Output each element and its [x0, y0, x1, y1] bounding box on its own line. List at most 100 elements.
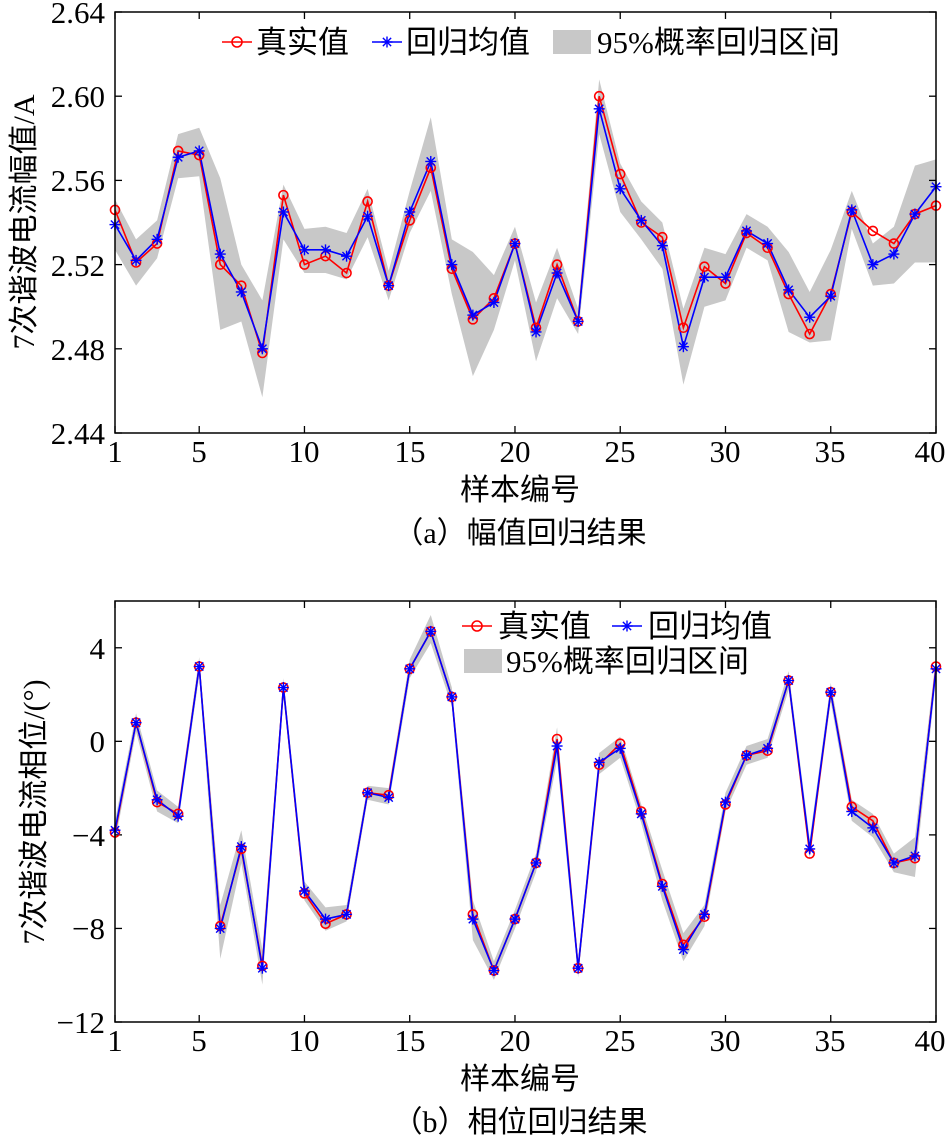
chart-b-point-mean: [488, 965, 500, 977]
chart-a-point-mean: [719, 271, 731, 283]
chart-a-point-mean-stroke: [720, 272, 731, 282]
chart-b-point-mean-stroke: [762, 743, 773, 753]
chart-a-xtick-label: 1: [107, 434, 123, 469]
chart-b-legend-mean-asterisk: [621, 620, 633, 632]
chart-b-point-mean-stroke: [847, 806, 857, 817]
chart-a-xtick-label: 40: [915, 434, 946, 469]
chart-b-xtick-label: 5: [191, 1023, 207, 1058]
chart-b-point-mean: [825, 686, 837, 698]
chart-b-point-mean: [425, 625, 437, 637]
chart-a-point-mean: [362, 210, 374, 222]
chart-b-point-mean-stroke: [299, 886, 310, 896]
chart-b-point-mean: [677, 943, 689, 955]
chart-b-point-mean: [719, 796, 731, 808]
chart-b-point-mean: [298, 885, 310, 897]
chart-b-point-mean-stroke: [278, 682, 289, 693]
chart-a-line-mean: [114, 108, 937, 352]
chart-a-y-tick-labels: 2.44 2.48 2.52 2.56 2.60 2.64: [51, 0, 106, 451]
chart-b-legend-band-swatch: [464, 649, 502, 673]
chart-a-confidence-band: [115, 79, 936, 398]
chart-b-y-axis-label: 7次谐波电流相位/(°): [18, 679, 51, 944]
chart-a-point-mean-stroke: [594, 104, 604, 114]
chart-a-point-mean-stroke: [678, 342, 689, 352]
chart-b-legend-true-marker: [471, 620, 483, 632]
chart-a-xtick-label: 30: [710, 434, 741, 469]
chart-a-point-mean-stroke: [910, 209, 920, 219]
chart-a-legend: 真实值 回归均值 95%概率回归区间: [222, 25, 840, 60]
chart-b-point-mean: [656, 880, 668, 892]
chart-a-point-mean-stroke: [173, 152, 183, 162]
chart-a-ytick-label: 2.52: [51, 248, 105, 283]
chart-b-xtick-label: 40: [915, 1023, 946, 1058]
chart-b-point-mean: [614, 742, 626, 754]
chart-b-point-mean-stroke: [341, 909, 352, 920]
chart-b-point-mean: [804, 843, 816, 855]
chart-a-ytick-label: 2.60: [51, 79, 105, 114]
chart-a-point-true: [678, 322, 689, 334]
chart-b-point-mean: [383, 791, 395, 803]
chart-b-legend-band-label: 95%概率回归区间: [506, 644, 749, 679]
chart-b-point-mean-stroke: [784, 675, 794, 686]
chart-b-point-mean: [593, 756, 605, 768]
chart-a-point-mean-stroke: [152, 234, 162, 244]
chart-a-point-mean-stroke: [384, 281, 394, 291]
chart-a-legend-mean-asterisk: [381, 36, 393, 48]
chart-b-point-mean-stroke: [152, 795, 162, 805]
chart-a-point-mean: [235, 286, 247, 298]
chart-a-point-mean: [341, 250, 353, 262]
chart-a-xtick-label: 10: [289, 434, 320, 469]
chart-b-ytick-label: 4: [90, 631, 106, 666]
chart-a-tick-marks: [114, 11, 937, 434]
chart-a-point-true: [699, 261, 710, 273]
chart-a-x-axis-label: 样本编号: [460, 474, 580, 507]
chart-b-point-mean: [277, 682, 289, 694]
chart-a-point-mean-stroke: [784, 285, 794, 295]
chart-b-point-mean-stroke: [573, 963, 583, 973]
chart-b-point-mean: [172, 810, 184, 822]
chart-a-point-mean-stroke: [510, 238, 520, 249]
chart-a-point-mean: [551, 267, 563, 279]
chart-b-point-mean: [509, 913, 521, 925]
chart-b-point-mean-stroke: [447, 692, 457, 702]
chart-b-plot-frame: [114, 600, 937, 1023]
chart-a-point-mean: [130, 254, 142, 266]
chart-a-y-axis-label: 7次谐波电流幅值/A: [8, 94, 41, 349]
chart-b-point-mean-stroke: [868, 823, 878, 833]
chart-a: 2.44 2.48 2.52 2.56 2.60 2.64 1 5 10 15 …: [8, 0, 946, 550]
chart-a-legend-mean-marker: [381, 36, 393, 48]
chart-b-point-mean-stroke: [805, 844, 815, 854]
chart-b-point-mean-stroke: [468, 914, 478, 924]
chart-b-point-mean: [867, 822, 879, 834]
chart-b-point-mean: [551, 740, 563, 752]
chart-b-point-mean-stroke: [910, 851, 920, 861]
chart-a-xtick-label: 15: [395, 434, 426, 469]
chart-b-xtick-label: 1: [107, 1023, 123, 1058]
chart-a-point-mean: [762, 238, 774, 250]
chart-a-point-mean: [867, 259, 879, 271]
chart-a-point-mean: [635, 214, 647, 226]
chart-b-point-mean-stroke: [615, 743, 625, 753]
chart-b-point-mean-stroke: [889, 858, 899, 868]
chart-b-point-mean-stroke: [131, 718, 141, 728]
chart-b-series-layer: [109, 625, 942, 977]
chart-b-point-mean: [635, 808, 647, 820]
chart-a-point-mean-stroke: [278, 207, 289, 217]
chart-b: −12 −8 −4 0 4 1 5 10 15 20 25 30 35 40 7…: [18, 600, 946, 1139]
chart-a-point-true: [278, 189, 289, 201]
chart-b-point-mean: [783, 675, 795, 687]
chart-b-legend-mean-asterisk-stroke: [622, 621, 632, 631]
chart-b-legend-mean-marker: [621, 620, 633, 632]
chart-a-point-mean-stroke: [405, 207, 415, 217]
chart-a-legend-mean-label: 回归均值: [406, 25, 530, 60]
chart-a-point-mean: [783, 284, 795, 296]
chart-a-xtick-label: 20: [500, 434, 531, 469]
chart-a-point-mean-stroke: [573, 316, 583, 327]
chart-a-point-mean: [214, 248, 226, 260]
chart-b-xtick-label: 35: [815, 1023, 846, 1058]
chart-b-point-mean-stroke: [173, 811, 183, 821]
chart-b-point-mean: [193, 660, 205, 672]
chart-b-xtick-label: 15: [395, 1023, 426, 1058]
chart-b-xtick-label: 20: [500, 1023, 531, 1058]
chart-b-xtick-label: 25: [605, 1023, 636, 1058]
